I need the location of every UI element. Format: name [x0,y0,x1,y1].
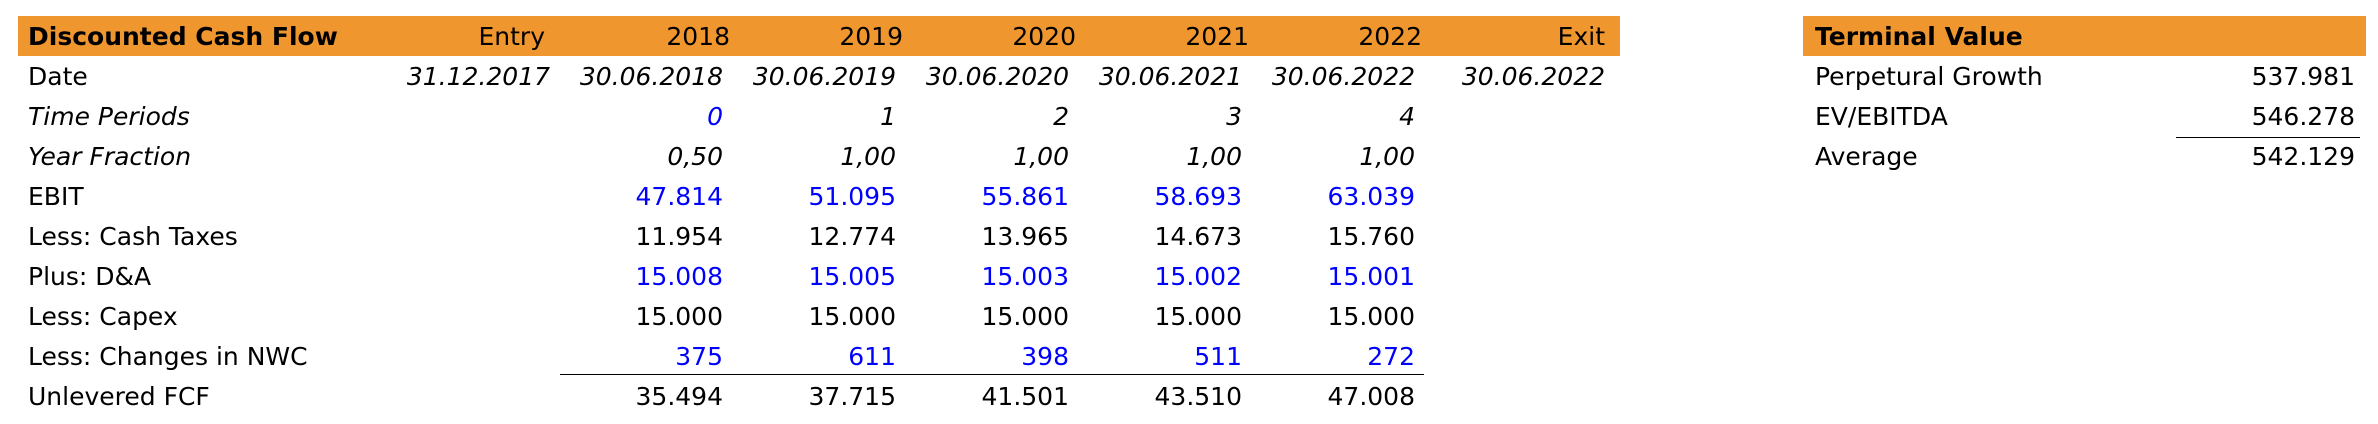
cell-year-fraction-col4[interactable]: 1,00 [1186,142,1242,171]
cell-cash-taxes-col4[interactable]: 14.673 [1154,222,1242,251]
header-year-2019: 2019 [839,22,903,51]
cell-da-col2[interactable]: 15.005 [808,262,896,291]
cell-ebit-col2[interactable]: 51.095 [808,182,896,211]
cell-capex-col1[interactable]: 15.000 [635,302,723,331]
cell-da-col5[interactable]: 15.001 [1327,262,1415,291]
cell-date-col6[interactable]: 30.06.2022 [1461,62,1605,91]
cell-unlevered-fcf-col5[interactable]: 47.008 [1327,382,1415,411]
row-label-cash-taxes: Less: Cash Taxes [28,222,238,251]
cell-capex-col2[interactable]: 15.000 [808,302,896,331]
cell-capex-col0[interactable] [400,297,550,337]
cell-da-col3[interactable]: 15.003 [981,262,1069,291]
terminal-title: Terminal Value [1815,22,2023,51]
terminal-header-band [1803,16,2366,56]
dcf-header-band [18,16,1620,56]
cell-ebit-col1[interactable]: 47.814 [635,182,723,211]
cell-cash-taxes-col0[interactable] [400,217,550,257]
cell-date-col2[interactable]: 30.06.2019 [752,62,896,91]
row-label-ebit: EBIT [28,182,84,211]
cell-da-col0[interactable] [400,257,550,297]
cell-ebit-col3[interactable]: 55.861 [981,182,1069,211]
cell-capex-col6[interactable] [1455,297,1605,337]
cell-nwc-changes-col4[interactable]: 511 [1194,342,1242,371]
cell-unlevered-fcf-col2[interactable]: 37.715 [808,382,896,411]
cell-time-periods-col2[interactable]: 1 [880,102,896,131]
row-label-da: Plus: D&A [28,262,152,291]
terminal-sum-underline [2176,137,2360,138]
cell-year-fraction-col5[interactable]: 1,00 [1359,142,1415,171]
cell-time-periods-col5[interactable]: 4 [1399,102,1415,131]
cell-ebit-col6[interactable] [1455,177,1605,217]
cell-year-fraction-col1[interactable]: 0,50 [667,142,723,171]
row-label-time-periods: Time Periods [28,102,190,131]
cell-cash-taxes-col5[interactable]: 15.760 [1327,222,1415,251]
cell-capex-col3[interactable]: 15.000 [981,302,1069,331]
cell-time-periods-col1[interactable]: 0 [707,102,723,131]
cell-year-fraction-col3[interactable]: 1,00 [1013,142,1069,171]
cell-da-col1[interactable]: 15.008 [635,262,723,291]
cell-da-col6[interactable] [1455,257,1605,297]
cell-nwc-changes-col6[interactable] [1455,337,1605,377]
cell-ebit-col4[interactable]: 58.693 [1154,182,1242,211]
terminal-value-ev-ebitda[interactable]: 546.278 [2251,102,2355,131]
cell-unlevered-fcf-col3[interactable]: 41.501 [981,382,1069,411]
cell-nwc-changes-col5[interactable]: 272 [1367,342,1415,371]
cell-nwc-changes-col2[interactable]: 611 [848,342,896,371]
cell-date-col1[interactable]: 30.06.2018 [579,62,723,91]
cell-cash-taxes-col3[interactable]: 13.965 [981,222,1069,251]
cell-year-fraction-col2[interactable]: 1,00 [840,142,896,171]
cell-unlevered-fcf-col4[interactable]: 43.510 [1154,382,1242,411]
header-year-2020: 2020 [1012,22,1076,51]
cell-date-col0[interactable]: 31.12.2017 [406,62,550,91]
row-label-year-fraction: Year Fraction [28,142,192,171]
terminal-label-perpetual-growth: Perpetural Growth [1815,62,2043,91]
cell-cash-taxes-col1[interactable]: 11.954 [635,222,723,251]
header-year-2021: 2021 [1185,22,1249,51]
row-label-date: Date [28,62,88,91]
dcf-title: Discounted Cash Flow [28,22,338,51]
cell-unlevered-fcf-col1[interactable]: 35.494 [635,382,723,411]
fcf-sum-underline [560,374,1424,375]
cell-time-periods-col3[interactable]: 2 [1053,102,1069,131]
cell-time-periods-col4[interactable]: 3 [1226,102,1242,131]
row-label-capex: Less: Capex [28,302,178,331]
cell-date-col5[interactable]: 30.06.2022 [1271,62,1415,91]
terminal-value-perpetual-growth[interactable]: 537.981 [2251,62,2355,91]
cell-cash-taxes-col2[interactable]: 12.774 [808,222,896,251]
cell-year-fraction-col6[interactable] [1455,137,1605,177]
terminal-value-average[interactable]: 542.129 [2251,142,2355,171]
cell-time-periods-col0[interactable] [400,97,550,137]
cell-time-periods-col6[interactable] [1455,97,1605,137]
header-year-2022: 2022 [1358,22,1422,51]
cell-capex-col5[interactable]: 15.000 [1327,302,1415,331]
cell-year-fraction-col0[interactable] [400,137,550,177]
cell-unlevered-fcf-col6[interactable] [1455,377,1605,417]
terminal-label-ev-ebitda: EV/EBITDA [1815,102,1948,131]
header-year-2018: 2018 [666,22,730,51]
cell-date-col3[interactable]: 30.06.2020 [925,62,1069,91]
row-label-unlevered-fcf: Unlevered FCF [28,382,210,411]
cell-date-col4[interactable]: 30.06.2021 [1098,62,1242,91]
cell-nwc-changes-col3[interactable]: 398 [1021,342,1069,371]
row-label-nwc-changes: Less: Changes in NWC [28,342,308,371]
cell-cash-taxes-col6[interactable] [1455,217,1605,257]
header-exit: Exit [1557,22,1605,51]
cell-capex-col4[interactable]: 15.000 [1154,302,1242,331]
cell-nwc-changes-col0[interactable] [400,337,550,377]
terminal-label-average: Average [1815,142,1918,171]
cell-nwc-changes-col1[interactable]: 375 [675,342,723,371]
header-entry: Entry [478,22,545,51]
cell-da-col4[interactable]: 15.002 [1154,262,1242,291]
cell-ebit-col0[interactable] [400,177,550,217]
cell-ebit-col5[interactable]: 63.039 [1327,182,1415,211]
cell-unlevered-fcf-col0[interactable] [400,377,550,417]
